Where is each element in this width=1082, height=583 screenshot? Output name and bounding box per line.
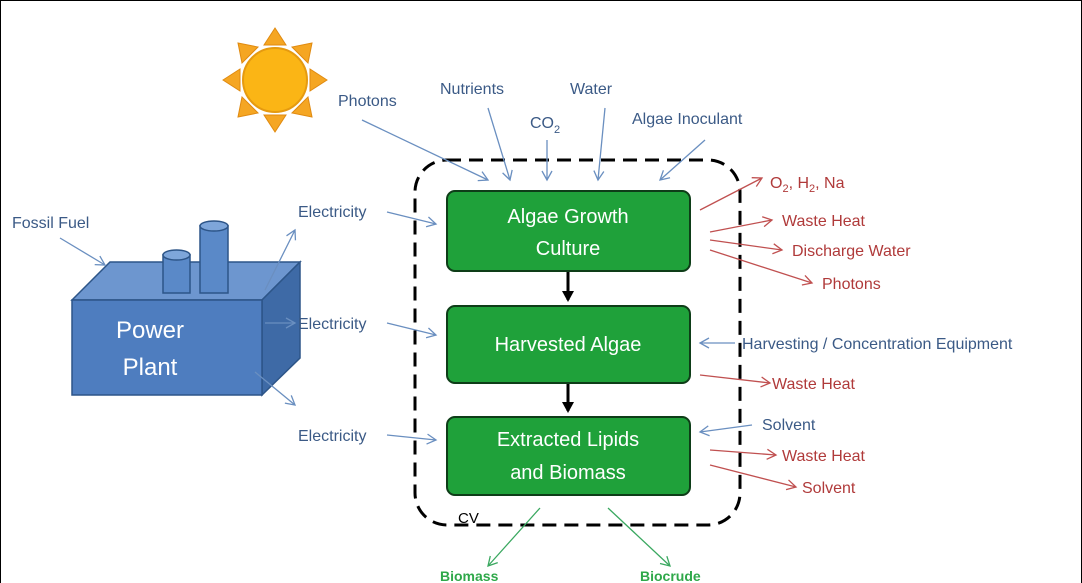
electricity: Electricity — [298, 428, 366, 445]
input-label: Photons — [338, 93, 397, 110]
box-label: and Biomass — [510, 462, 626, 484]
arrow — [387, 212, 436, 224]
arrow — [710, 465, 796, 487]
arrow — [710, 240, 782, 250]
fossil-fuel: Fossil Fuel — [12, 215, 89, 232]
input-label: CO2 — [530, 115, 560, 136]
box-label: Harvested Algae — [495, 334, 642, 356]
electricity: Electricity — [298, 316, 366, 333]
arrow — [387, 435, 436, 440]
product-label: Biomass — [440, 568, 499, 583]
input-label: Algae Inoculant — [632, 111, 743, 128]
product-label: Biocrude — [640, 568, 701, 583]
output-label: Waste Heat — [782, 213, 866, 230]
input-label: Nutrients — [440, 81, 504, 98]
electricity: Electricity — [298, 204, 366, 221]
input-label: Harvesting / Concentration Equipment — [742, 336, 1013, 353]
arrow — [362, 120, 488, 180]
output-label: Photons — [822, 276, 881, 293]
arrow — [710, 450, 776, 455]
arrow — [700, 425, 752, 432]
diagram: Power Plant Fossil Fuel Electricity Elec… — [0, 0, 1082, 583]
output-label: Waste Heat — [772, 376, 856, 393]
arrow — [60, 238, 105, 265]
input-label: Solvent — [762, 417, 816, 434]
text: , H — [789, 175, 809, 192]
arrow — [598, 108, 605, 180]
output-label: Waste Heat — [782, 448, 866, 465]
arrow — [608, 508, 670, 566]
output-label: O2, H2, Na — [770, 175, 845, 195]
cv-label: CV — [458, 510, 479, 527]
output-label: Solvent — [802, 480, 856, 497]
plant-label: Power — [116, 317, 184, 344]
arrow — [488, 108, 510, 180]
text: O — [770, 175, 782, 192]
box-label: Extracted Lipids — [497, 429, 639, 451]
text: , Na — [815, 175, 844, 192]
arrow — [488, 508, 540, 566]
power-plant — [72, 221, 300, 395]
box-label: Culture — [536, 238, 600, 260]
output-label: Discharge Water — [792, 243, 911, 260]
plant-label: Plant — [123, 354, 178, 381]
sun — [223, 28, 327, 132]
subscript: 2 — [554, 124, 560, 136]
box-label: Algae Growth — [507, 206, 628, 228]
arrow — [700, 375, 770, 383]
co2: CO — [530, 115, 554, 132]
arrow — [387, 323, 436, 335]
arrow — [700, 178, 762, 210]
input-label: Water — [570, 81, 613, 98]
